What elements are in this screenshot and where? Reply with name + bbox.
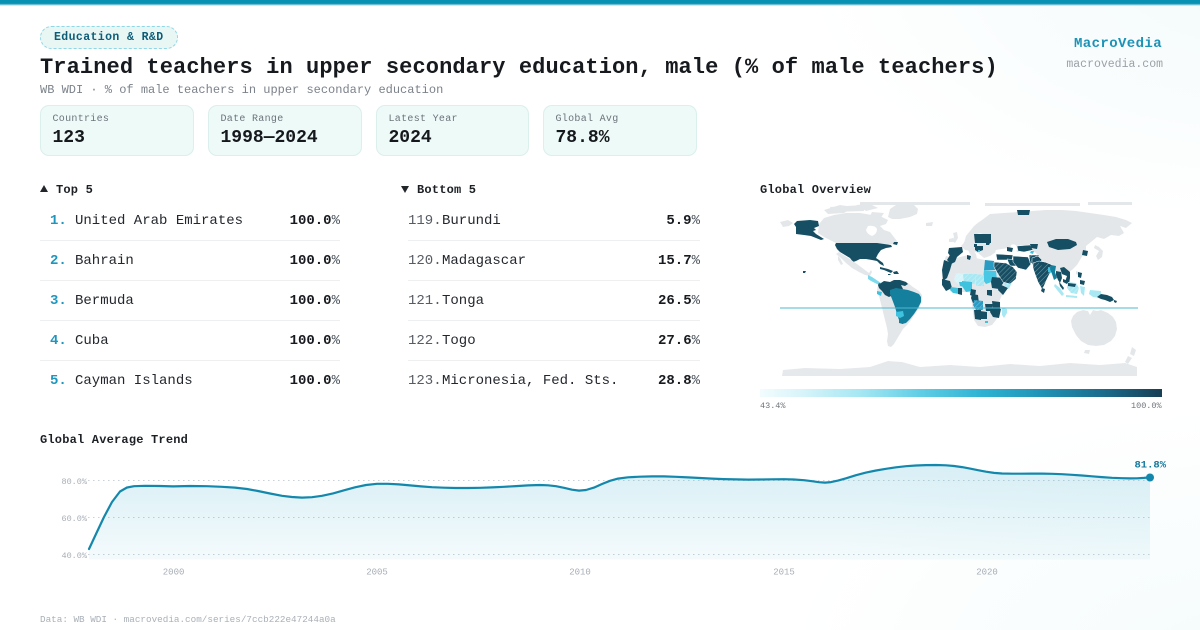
- svg-text:81.8%: 81.8%: [1134, 460, 1166, 472]
- svg-text:40.0%: 40.0%: [61, 551, 87, 561]
- svg-text:2015: 2015: [773, 568, 795, 578]
- svg-text:2005: 2005: [366, 568, 388, 578]
- svg-text:2010: 2010: [569, 568, 591, 578]
- svg-text:2000: 2000: [163, 568, 185, 578]
- svg-text:80.0%: 80.0%: [61, 477, 87, 487]
- svg-text:2020: 2020: [976, 568, 998, 578]
- svg-text:60.0%: 60.0%: [61, 514, 87, 524]
